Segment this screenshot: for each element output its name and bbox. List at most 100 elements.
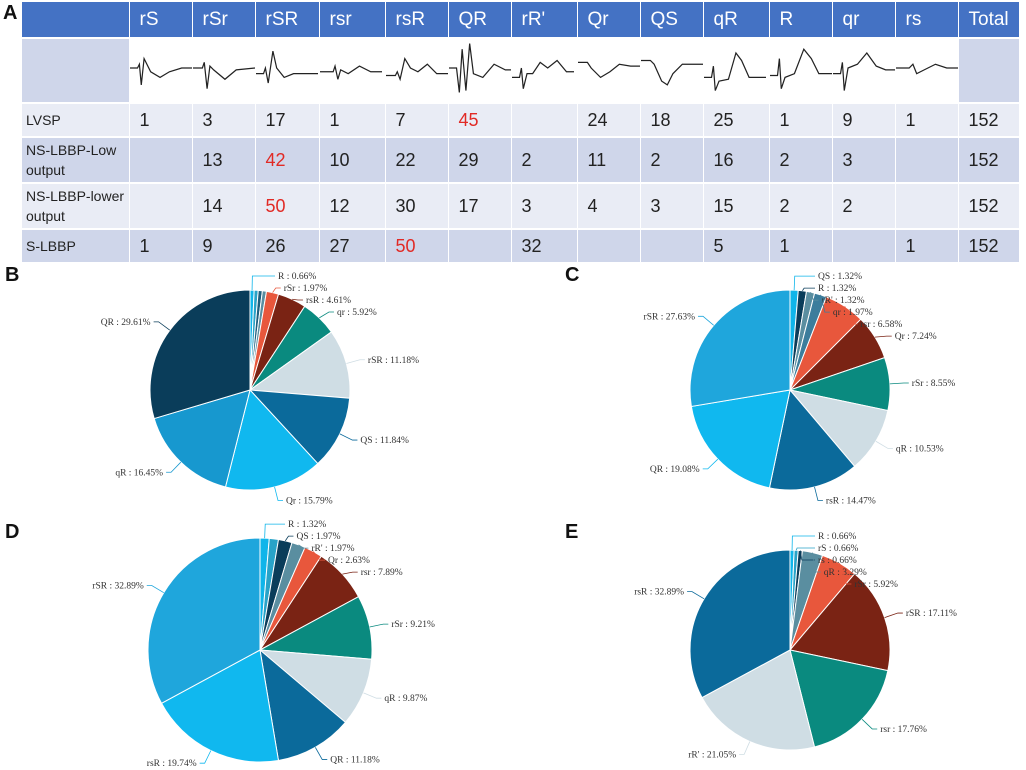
pie-data-label: rSR : 32.89% <box>92 581 144 591</box>
panel-a-label: A <box>3 2 18 24</box>
pie-slice-rSR <box>248 331 351 399</box>
pie-leader-line <box>687 591 705 600</box>
ecg-waveform-rSR <box>255 50 318 84</box>
table-cell: 152 <box>958 103 1020 138</box>
pie-leader-line <box>319 311 334 319</box>
table-row: NS-LBBP-lower output 14 50 12 30 17 3 4 3 15 2 2 152 <box>22 183 1020 230</box>
pie-leader-line <box>884 612 903 618</box>
pie-chart-c: QS : 1.32% R : 1.32% rR' : 1.32% qr : 1.97%… <box>644 272 956 506</box>
pie-data-label: rsr : 6.58% <box>860 320 902 330</box>
waveform-row <box>22 38 1020 104</box>
table-cell: 1 <box>769 229 833 264</box>
table-cell: 16 <box>703 137 770 184</box>
table-cell: 17 <box>255 103 320 138</box>
table-cell: 13 <box>192 137 256 184</box>
panel-b-label: B <box>5 264 20 286</box>
table-cell <box>577 229 641 264</box>
pie-leader-line <box>312 551 325 561</box>
pie-leader-line <box>272 287 281 293</box>
pie-leader-line <box>889 382 909 385</box>
table-row: LVSP 1 3 17 1 7 45 24 18 25 1 9 1 152 <box>22 103 1020 138</box>
pie-data-label: QS : 1.32% <box>818 272 862 282</box>
pie-leader-line <box>314 747 328 760</box>
column-header: QR <box>448 2 512 39</box>
table-cell: 14 <box>192 183 256 230</box>
pie-data-label: qR : 3.29% <box>824 568 867 578</box>
table-cell: 30 <box>385 183 449 230</box>
table-cell <box>832 229 896 264</box>
table-cell <box>129 183 193 230</box>
pie-leader-line <box>793 275 815 291</box>
pie-data-label: rR' : 21.05% <box>688 750 736 760</box>
table-cell: 27 <box>319 229 386 264</box>
pie-leader-line <box>698 315 714 326</box>
pie-leader-line <box>339 433 358 441</box>
pie-slice-rsr <box>789 649 889 748</box>
table-cell: 2 <box>511 137 578 184</box>
column-header: rSr <box>192 2 256 39</box>
table-cell: 3 <box>511 183 578 230</box>
pie-leader-line <box>814 486 823 501</box>
table-cell: 29 <box>448 137 512 184</box>
table-cell: 15 <box>703 183 770 230</box>
column-header: R <box>769 2 833 39</box>
ecg-waveform-QS <box>640 59 703 86</box>
table-cell: 24 <box>577 103 641 138</box>
pie-leader-line <box>839 562 852 585</box>
table-cell <box>895 183 959 230</box>
table-cell: 152 <box>958 229 1020 264</box>
table-cell: 50 <box>385 229 449 264</box>
ecg-waveform-qR <box>703 51 766 91</box>
pie-leader-line <box>369 623 389 628</box>
pie-slice-QR <box>149 289 251 420</box>
pie-chart-e: R : 0.66% rS : 0.66% rs : 0.66% qR : 3.29% r… <box>634 532 957 760</box>
pie-data-label: rSr : 1.97% <box>284 284 328 294</box>
table-cell: 3 <box>640 183 704 230</box>
ecg-waveform-Qr <box>577 61 640 79</box>
row-label: LVSP <box>22 103 130 138</box>
pie-leader-line <box>264 523 285 539</box>
pie-data-label: R : 1.32% <box>288 520 326 530</box>
table-cell: 4 <box>577 183 641 230</box>
pie-data-label: qr : 5.92% <box>337 308 377 318</box>
pie-data-label: Qr : 7.24% <box>895 332 937 342</box>
pie-data-label: rSr : 8.55% <box>912 379 956 389</box>
table-cell: 2 <box>832 183 896 230</box>
pie-slice-rsR <box>160 649 280 763</box>
pie-data-label: qR : 9.87% <box>384 694 427 704</box>
table-cell: 45 <box>448 103 512 138</box>
column-header: rsR <box>385 2 449 39</box>
pie-data-label: rR' : 1.97% <box>311 544 354 554</box>
pie-data-label: rs : 0.66% <box>818 556 857 566</box>
pie-data-label: rsR : 19.74% <box>147 759 197 769</box>
pie-chart-b: R : 0.66% rSr : 1.97% rsR : 4.61% qr : 5.92… <box>101 272 419 506</box>
table-cell: 18 <box>640 103 704 138</box>
pie-leader-line <box>146 585 164 594</box>
pie-data-label: QR : 29.61% <box>101 318 151 328</box>
table-cell: 1 <box>129 229 193 264</box>
row-label: NS-LBBP-lower output <box>22 183 130 230</box>
ecg-waveform-R <box>769 47 832 89</box>
table-cell: 2 <box>769 183 833 230</box>
pie-data-label: R : 0.66% <box>818 532 856 542</box>
pie-data-label: qR : 10.53% <box>896 444 944 454</box>
pie-slice-QR <box>690 389 791 489</box>
ecg-waveform-rSr <box>192 62 255 89</box>
table-cell: 12 <box>319 183 386 230</box>
table-cell: 1 <box>895 229 959 264</box>
pie-slice-rsR <box>768 388 856 491</box>
pie-data-label: qR : 16.45% <box>115 468 163 478</box>
pie-data-label: R : 0.66% <box>278 272 316 282</box>
pie-leader-line <box>199 750 212 764</box>
pie-data-label: QR : 19.08% <box>650 465 700 475</box>
pie-data-label: rSr : 9.21% <box>391 620 435 630</box>
pie-slice-rSR <box>689 289 791 408</box>
waveform-row-label <box>22 38 130 104</box>
table-cell: 2 <box>640 137 704 184</box>
table-cell: 1 <box>319 103 386 138</box>
pie-leader-line <box>820 294 830 313</box>
pie-leader-line <box>874 335 892 338</box>
pie-leader-line <box>795 547 815 551</box>
table-cell: 5 <box>703 229 770 264</box>
